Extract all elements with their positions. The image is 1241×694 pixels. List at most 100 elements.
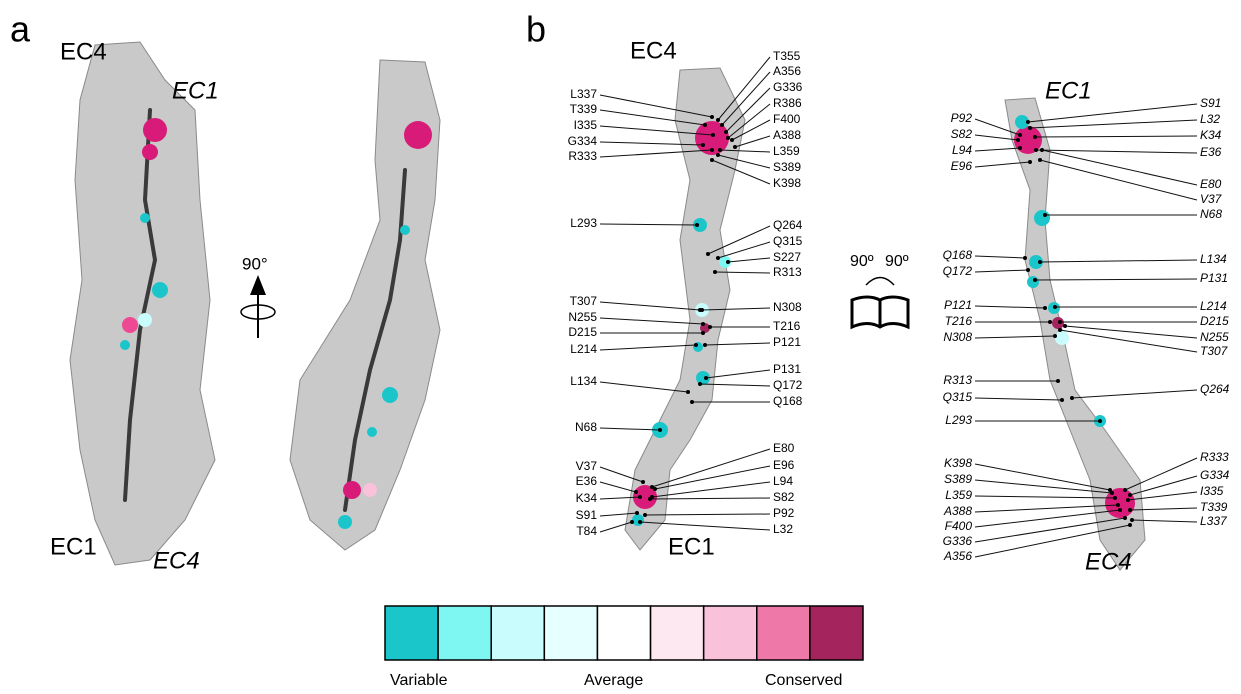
legend-swatch <box>809 605 864 661</box>
residue-dot <box>1028 160 1032 164</box>
leader-line <box>1035 149 1198 154</box>
residue-dot <box>1070 396 1074 400</box>
residue-dot <box>1128 523 1132 527</box>
domain-label: EC1 <box>668 533 715 560</box>
residue-label: E36 <box>576 474 598 488</box>
leader-line <box>704 342 771 346</box>
leader-line <box>599 344 697 351</box>
residue-dot <box>708 325 712 329</box>
rotation-icon <box>240 275 276 338</box>
residue-label: F400 <box>945 519 973 533</box>
leader-line <box>974 524 1131 558</box>
leader-line <box>651 481 771 498</box>
residue-label: T216 <box>773 319 801 333</box>
residue-label: L134 <box>570 374 597 388</box>
legend-swatch <box>437 605 492 661</box>
leader-line <box>1039 159 1198 201</box>
rotation-label: 90° <box>242 254 268 273</box>
residue-label: L293 <box>945 413 972 427</box>
residue-dot <box>638 495 642 499</box>
residue-dot <box>1040 148 1044 152</box>
residue-dot <box>716 118 720 122</box>
residue-label: I335 <box>574 118 598 132</box>
leader-line <box>731 119 771 141</box>
leader-line <box>974 335 1056 339</box>
residue-dot <box>710 148 714 152</box>
residue-dot <box>1126 498 1130 502</box>
residue-label: Q172 <box>943 264 973 278</box>
legend-swatch <box>543 605 599 661</box>
residue-dot <box>1033 278 1037 282</box>
residue-dot <box>710 115 714 119</box>
residue-label: S91 <box>1200 96 1221 110</box>
residue-dot <box>1028 126 1032 130</box>
residue-label: D215 <box>1200 314 1229 328</box>
residue-label: R313 <box>943 373 972 387</box>
leader-line <box>599 521 633 533</box>
residue-dot <box>653 487 657 491</box>
leader-line <box>974 269 1029 273</box>
residue-label: R313 <box>773 265 802 279</box>
leader-line <box>1034 135 1198 138</box>
leader-line <box>974 509 1121 528</box>
residue-label: L337 <box>570 87 597 101</box>
residue-label: G336 <box>773 80 803 94</box>
leader-line <box>599 466 644 483</box>
residue-dot <box>1056 379 1060 383</box>
residue-dot <box>638 520 642 524</box>
leader-line <box>717 56 771 121</box>
residue-dot <box>1058 320 1062 324</box>
domain-label: EC1 <box>50 533 97 560</box>
residue-label: A388 <box>943 504 972 518</box>
residue-label: L94 <box>952 143 972 157</box>
residue-label: Q315 <box>943 390 973 404</box>
leader-line <box>599 223 698 226</box>
leader-line <box>974 463 1111 491</box>
residue-dot <box>634 490 638 494</box>
leader-line <box>1131 519 1198 523</box>
leader-line <box>725 87 771 133</box>
residue-label: S82 <box>951 127 973 141</box>
residue-label: T216 <box>945 314 973 328</box>
residue-dot <box>716 153 720 157</box>
leader-line <box>1129 507 1198 511</box>
residue-dot <box>716 256 720 260</box>
leader-line <box>599 481 637 493</box>
residue-dot <box>701 322 705 326</box>
leader-line <box>1064 325 1198 339</box>
leader-line <box>599 301 701 311</box>
residue-dot <box>1110 491 1114 495</box>
residue-dot <box>694 343 698 347</box>
residue-dot <box>718 148 722 152</box>
leader-line <box>599 427 661 431</box>
residue-label: R333 <box>1200 450 1229 464</box>
legend-swatch <box>756 605 811 661</box>
residue-dot <box>695 223 699 227</box>
residue-dot <box>650 485 654 489</box>
residue-dot <box>658 428 662 432</box>
structure-a-side <box>289 59 441 551</box>
residue-dot <box>1038 260 1042 264</box>
domain-label: EC1 <box>172 77 219 104</box>
leader-line <box>599 141 704 146</box>
leader-line <box>599 109 706 126</box>
residue-dot <box>1026 120 1030 124</box>
leader-line <box>717 154 771 169</box>
leader-line <box>974 118 1021 136</box>
residue-dot <box>711 133 715 137</box>
residue-label: G334 <box>568 134 598 148</box>
residue-label: K34 <box>1200 128 1222 142</box>
residue-dot <box>643 513 647 517</box>
leader-line <box>599 496 641 500</box>
residue-dot <box>726 260 730 264</box>
residue-dot <box>1058 328 1062 332</box>
legend-swatch <box>490 605 546 661</box>
leader-line <box>974 255 1026 259</box>
residue-label: A356 <box>773 64 801 78</box>
panel-label: b <box>526 9 546 50</box>
residue-dot <box>648 497 652 501</box>
residue-label: Q315 <box>773 234 803 248</box>
leader-line <box>1071 389 1198 399</box>
residue-dot <box>641 480 645 484</box>
residue-label: E96 <box>773 458 795 472</box>
